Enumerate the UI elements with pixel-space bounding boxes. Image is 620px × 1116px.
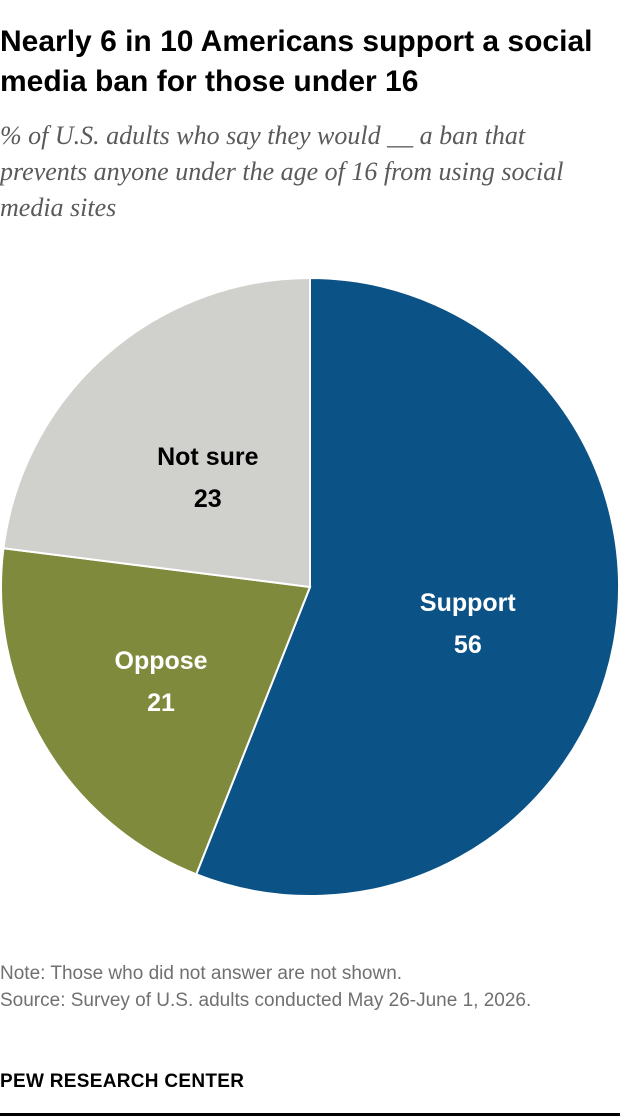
chart-source: Source: Survey of U.S. adults conducted … <box>0 990 532 1011</box>
chart-note: Note: Those who did not answer are not s… <box>0 963 403 984</box>
slice-value: 56 <box>454 631 482 659</box>
brand-logo-text: PEW RESEARCH CENTER <box>0 1071 245 1092</box>
slice-value: 23 <box>194 485 222 513</box>
pie-slice-oppose <box>0 547 312 876</box>
chart-title: Nearly 6 in 10 Americans support a socia… <box>0 25 593 98</box>
slice-label: Support <box>420 589 516 617</box>
pie-slice-not-sure <box>2 276 311 589</box>
pie-slice-support <box>194 276 620 897</box>
chart-subtitle: % of U.S. adults who say they would __ a… <box>0 121 564 222</box>
chart-notes: Note: Those who did not answer are not s… <box>0 960 610 1014</box>
slice-label: Not sure <box>157 443 259 471</box>
pie-chart: Support 56 Oppose 21 Not sure 23 <box>0 276 620 897</box>
slice-value: 21 <box>147 689 175 717</box>
bottom-divider <box>0 1113 620 1116</box>
slice-label: Oppose <box>115 647 208 675</box>
